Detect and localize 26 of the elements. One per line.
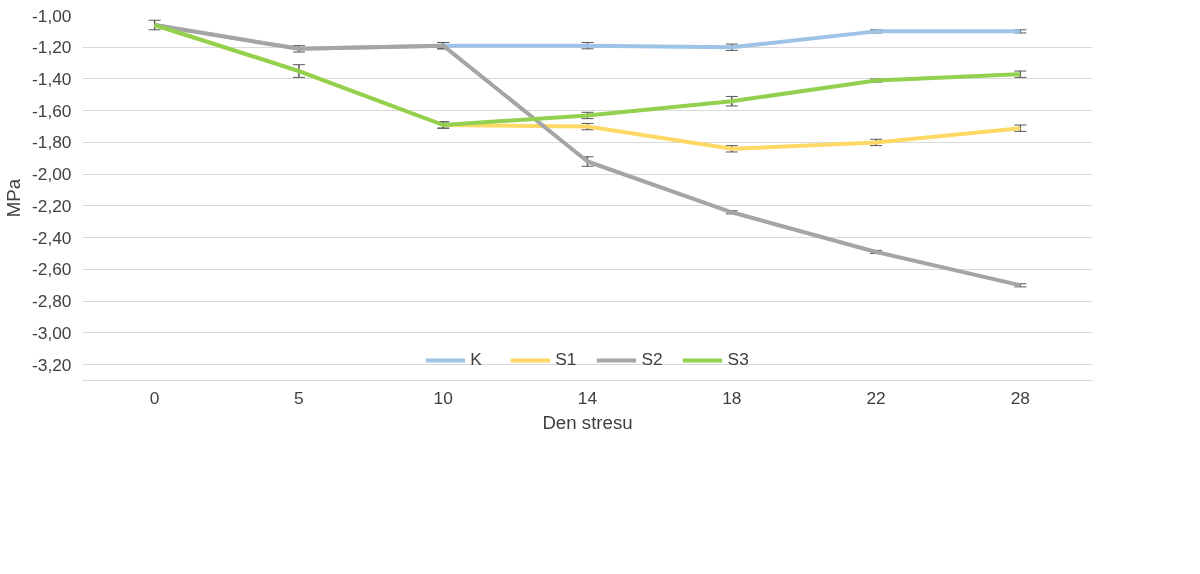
y-tick-label: -2,00 xyxy=(32,164,72,185)
y-tick-label: -1,20 xyxy=(32,37,72,58)
x-tick-label: 0 xyxy=(149,387,160,408)
y-tick-label: -2,60 xyxy=(32,259,72,280)
y-tick-label: -3,00 xyxy=(32,322,72,343)
x-tick-label: 18 xyxy=(722,387,742,408)
y-tick-label: -3,20 xyxy=(32,354,72,375)
x-tick-label: 10 xyxy=(433,387,453,408)
y-axis-title: MPa xyxy=(3,178,24,218)
y-tick-label: -1,60 xyxy=(32,100,72,121)
y-tick-label: -1,40 xyxy=(32,68,72,89)
y-tick-label: -1,80 xyxy=(32,132,72,153)
legend-label: S1 xyxy=(555,349,577,370)
x-axis-title: Den stresu xyxy=(542,411,633,433)
y-tick-label: -1,00 xyxy=(32,5,72,26)
x-tick-label: 14 xyxy=(577,387,598,408)
x-tick-label: 5 xyxy=(294,387,304,408)
legend-label: S3 xyxy=(727,349,749,370)
y-tick-label: -2,40 xyxy=(32,227,72,248)
legend-label: S2 xyxy=(641,349,663,370)
legend-label: K xyxy=(470,349,483,370)
line-series xyxy=(152,23,1023,127)
x-tick-label: 28 xyxy=(1010,387,1030,408)
y-tick-label: -2,80 xyxy=(32,291,72,312)
y-tick-label: -2,20 xyxy=(32,195,72,216)
x-tick-label: 22 xyxy=(866,387,886,408)
